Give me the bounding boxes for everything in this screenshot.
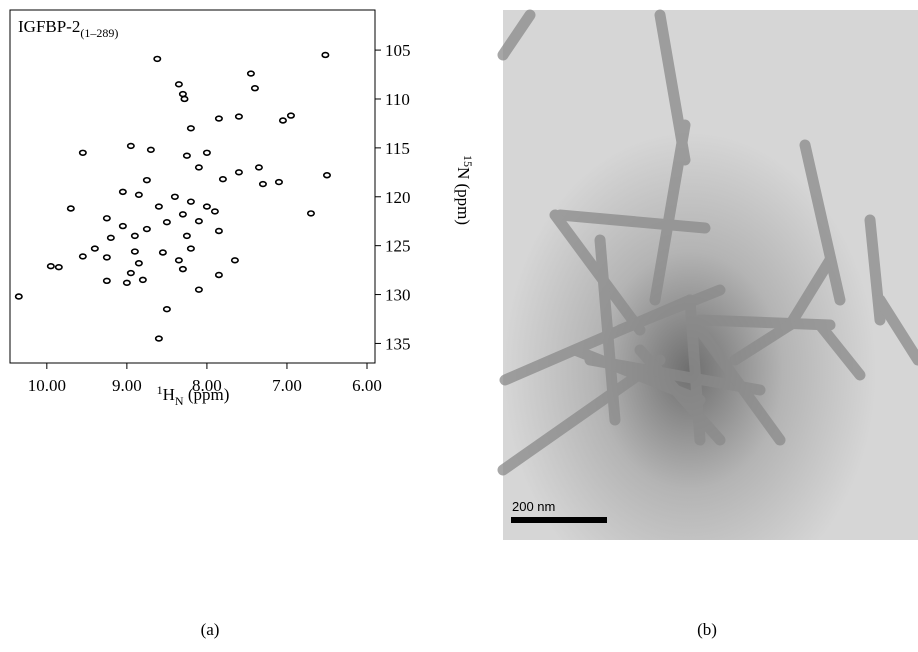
x-label-sub: N [175, 394, 184, 408]
y-tick-label: 120 [385, 188, 411, 207]
peak [46, 262, 55, 270]
peak [122, 279, 131, 287]
peak [170, 193, 179, 200]
panel-label: (b) [697, 620, 717, 639]
peak [234, 169, 243, 176]
peak [186, 125, 195, 132]
peak [154, 203, 163, 210]
peak [321, 51, 330, 59]
peak [174, 81, 183, 88]
scale-bar-label: 200 nm [512, 499, 555, 514]
peak [118, 188, 127, 196]
peak [178, 90, 187, 98]
peak [230, 257, 239, 264]
peak [14, 293, 23, 300]
x-tick-label: 10.00 [28, 376, 66, 395]
x-label-main: H [163, 385, 175, 404]
peak [66, 205, 75, 212]
peak [194, 218, 203, 225]
x-label-rest: (ppm) [184, 385, 230, 404]
peak [194, 286, 203, 293]
y-tick-label: 110 [385, 90, 410, 109]
peak [78, 149, 87, 156]
x-tick-label: 9.00 [112, 376, 142, 395]
peak [102, 277, 111, 285]
y-tick-label: 115 [385, 139, 410, 158]
x-label-sup: 1 [157, 383, 163, 397]
peak [278, 117, 287, 124]
title-subscript: (1–289) [80, 26, 118, 40]
peak [126, 142, 135, 150]
peak [126, 269, 135, 277]
peak [202, 203, 211, 210]
x-tick-label: 8.00 [192, 376, 222, 395]
peak [153, 55, 162, 63]
peak [322, 172, 331, 179]
peak [178, 265, 187, 273]
x-tick-label: 7.00 [272, 376, 302, 395]
peak [54, 263, 63, 271]
peak [274, 178, 283, 186]
peak [182, 152, 191, 159]
peak [210, 208, 219, 215]
peak [130, 232, 139, 240]
y-tick-label: 135 [385, 334, 411, 353]
y-label-sup: 15 [461, 155, 475, 167]
y-axis-label: 15N (ppm) [454, 155, 475, 225]
peak [214, 115, 223, 122]
peak [178, 211, 187, 218]
plot-frame [9, 9, 376, 364]
peak [102, 215, 111, 222]
peak [202, 149, 211, 156]
micrograph [497, 9, 918, 540]
peak [214, 271, 223, 279]
y-tick-label: 130 [385, 286, 411, 305]
peak [162, 218, 171, 226]
peak [174, 257, 183, 264]
x-tick-label: 6.00 [352, 376, 382, 395]
peak [234, 113, 243, 120]
peak [142, 176, 151, 184]
peak [78, 253, 87, 260]
peak [186, 198, 195, 205]
peak [180, 95, 189, 103]
peak [250, 85, 259, 92]
peak [118, 222, 127, 230]
chart-title: IGFBP-2(1–289) [18, 17, 118, 40]
peak [246, 70, 255, 77]
peak [142, 225, 151, 233]
panel-label: (a) [201, 620, 220, 639]
peak [138, 276, 147, 284]
title-main: IGFBP-2 [18, 17, 80, 36]
peak [182, 232, 191, 240]
peak [306, 210, 315, 217]
peak [90, 245, 99, 252]
peak [130, 248, 139, 255]
peak [158, 249, 167, 256]
peak [186, 245, 195, 252]
peak [146, 146, 155, 154]
peak [194, 164, 203, 171]
peak [286, 112, 295, 119]
y-label-main: N (ppm) [454, 167, 473, 225]
peak [102, 254, 111, 261]
peak [218, 175, 227, 183]
peak [134, 191, 143, 199]
x-axis-label: 1HN (ppm) [157, 383, 230, 408]
peak [254, 164, 263, 171]
peak [154, 335, 163, 342]
peak [134, 260, 143, 267]
peak [106, 234, 115, 242]
peak [214, 227, 223, 235]
peak [162, 306, 171, 313]
y-tick-label: 125 [385, 237, 411, 256]
y-tick-label: 105 [385, 41, 411, 60]
peak [258, 180, 267, 188]
